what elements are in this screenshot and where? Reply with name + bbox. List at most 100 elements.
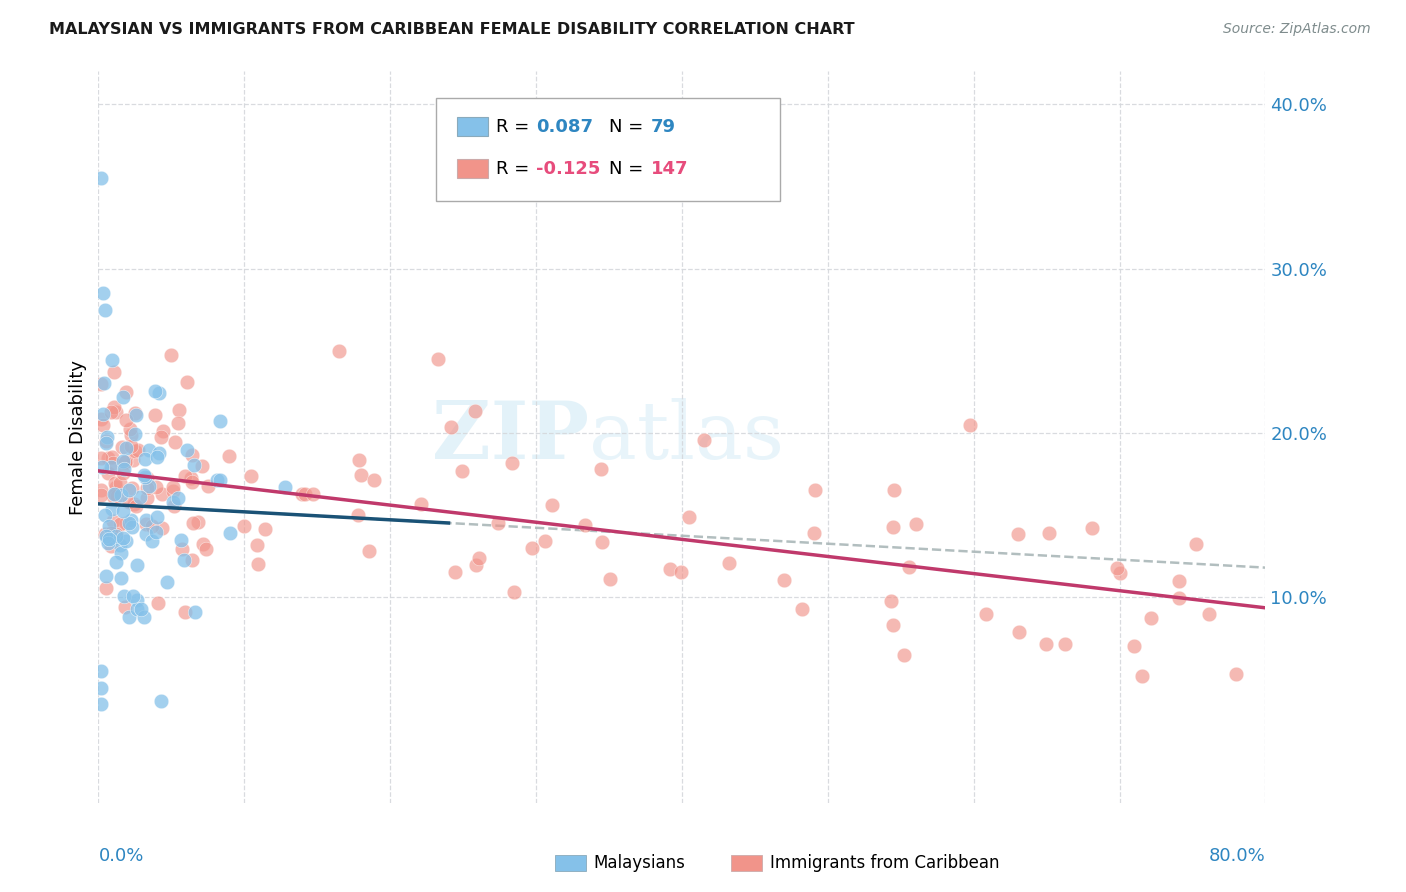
Point: [104, 529, 127, 543]
Point: [90, 697, 112, 711]
Point: [468, 551, 491, 566]
Point: [218, 449, 240, 463]
Point: [804, 483, 827, 497]
Point: [120, 439, 142, 453]
Point: [880, 594, 903, 608]
Point: [145, 384, 167, 398]
Point: [1109, 566, 1132, 581]
Point: [169, 533, 191, 547]
Text: 0.0%: 0.0%: [98, 847, 143, 864]
Point: [93, 376, 115, 391]
Point: [120, 513, 142, 527]
Point: [135, 471, 157, 485]
Point: [94, 434, 117, 449]
Point: [274, 480, 297, 494]
Point: [180, 475, 202, 489]
Point: [1130, 669, 1153, 683]
Point: [103, 401, 125, 415]
Point: [112, 504, 135, 518]
Point: [167, 416, 190, 430]
Point: [1080, 521, 1102, 535]
Point: [246, 538, 269, 552]
Point: [150, 487, 173, 501]
Text: Malaysians: Malaysians: [593, 855, 685, 872]
Y-axis label: Female Disability: Female Disability: [69, 359, 87, 515]
Point: [1123, 639, 1146, 653]
Point: [101, 456, 124, 470]
Point: [90, 488, 112, 502]
Text: Immigrants from Caribbean: Immigrants from Caribbean: [770, 855, 1000, 872]
Point: [898, 560, 921, 574]
Point: [90, 483, 112, 498]
Point: [426, 351, 449, 366]
Point: [90, 377, 112, 392]
Point: [91, 407, 114, 421]
Point: [101, 489, 124, 503]
Point: [125, 558, 148, 573]
Point: [115, 534, 138, 549]
Point: [91, 417, 114, 432]
Point: [974, 607, 997, 622]
Point: [187, 515, 209, 529]
Point: [1185, 537, 1208, 551]
Point: [464, 403, 486, 417]
Point: [124, 427, 146, 442]
Point: [803, 526, 825, 541]
Text: N =: N =: [609, 160, 648, 178]
Point: [183, 516, 205, 531]
Point: [162, 483, 184, 498]
Point: [97, 450, 120, 465]
Point: [905, 517, 928, 532]
Point: [94, 508, 117, 522]
Point: [1007, 526, 1029, 541]
Point: [773, 573, 796, 587]
Point: [1035, 637, 1057, 651]
Text: R =: R =: [496, 160, 536, 178]
Point: [136, 491, 159, 506]
Point: [209, 414, 232, 428]
Point: [118, 495, 141, 509]
Point: [502, 584, 524, 599]
Point: [96, 581, 118, 595]
Point: [100, 405, 122, 419]
Point: [104, 405, 127, 419]
Point: [174, 605, 197, 619]
Point: [162, 495, 184, 509]
Point: [658, 562, 681, 576]
Point: [409, 497, 432, 511]
Point: [350, 468, 373, 483]
Point: [181, 553, 204, 567]
Point: [167, 403, 190, 417]
Point: [328, 343, 350, 358]
Point: [233, 519, 256, 533]
Point: [150, 521, 173, 535]
Point: [111, 454, 134, 468]
Point: [114, 455, 136, 469]
Point: [105, 555, 128, 569]
Point: [122, 453, 145, 467]
Point: [100, 460, 122, 475]
Point: [1038, 526, 1060, 541]
Point: [134, 451, 156, 466]
Point: [141, 519, 163, 533]
Point: [112, 589, 135, 603]
Point: [357, 544, 380, 558]
Point: [112, 532, 135, 546]
Point: [190, 458, 212, 473]
Point: [90, 681, 112, 695]
Point: [97, 536, 120, 550]
Point: [191, 537, 214, 551]
Point: [125, 592, 148, 607]
Point: [132, 467, 155, 482]
Text: Source: ZipAtlas.com: Source: ZipAtlas.com: [1223, 22, 1371, 37]
Point: [146, 509, 169, 524]
Point: [97, 466, 120, 480]
Text: ZIP: ZIP: [432, 398, 589, 476]
Point: [90, 450, 112, 465]
Point: [91, 286, 114, 301]
Point: [103, 514, 125, 528]
Point: [118, 421, 141, 435]
Point: [115, 385, 138, 400]
Point: [135, 526, 157, 541]
Point: [104, 487, 127, 501]
